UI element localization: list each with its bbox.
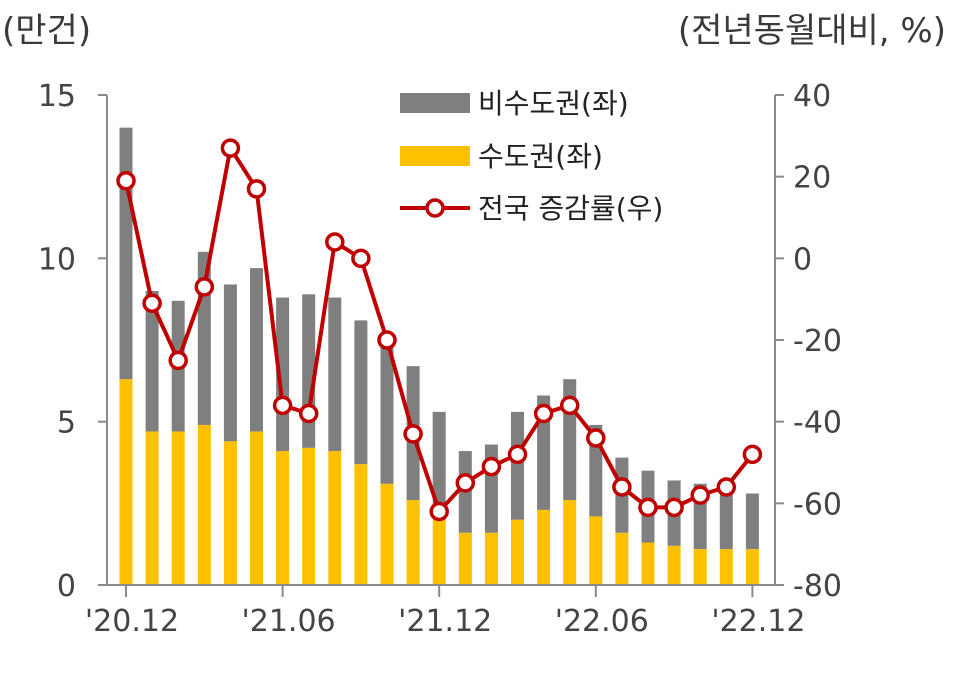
point-national-rate-22.03 (507, 444, 528, 465)
right-tick-label-40: 40 (793, 79, 831, 114)
point-national-rate-22.06 (586, 428, 606, 448)
x-tick-label-22.12: '22.12 (711, 604, 805, 639)
legend-label-non-capital: 비수도권(좌) (478, 87, 629, 120)
left-tick-label-5: 5 (57, 406, 76, 441)
point-national-rate-21.04 (220, 138, 241, 158)
x-tick-label-22.06: '22.06 (555, 604, 649, 639)
bar-capital-22.05 (563, 500, 577, 585)
bar-non-capital-20.12 (119, 127, 133, 380)
bar-capital-21.05 (250, 431, 263, 585)
bar-capital-20.12 (119, 379, 133, 585)
point-national-rate-21.07 (298, 403, 319, 424)
point-national-rate-21.01 (142, 293, 162, 313)
bar-capital-21.06 (276, 451, 290, 585)
point-national-rate-22.02 (481, 456, 502, 477)
point-national-rate-21.02 (168, 350, 188, 371)
right-tick-label-0: 0 (793, 242, 812, 277)
bar-non-capital-21.04 (223, 284, 237, 442)
point-national-rate-21.09 (351, 248, 371, 269)
point-national-rate-21.11 (403, 424, 423, 444)
bar-non-capital-21.08 (328, 297, 342, 452)
bar-capital-22.07 (615, 532, 629, 585)
left-tick-label-10: 10 (38, 242, 76, 277)
x-tick-label-20.12: '20.12 (85, 604, 179, 639)
x-tick-label-21.12: '21.12 (398, 604, 492, 639)
right-tick-label--20: -20 (793, 324, 842, 359)
legend-swatch-capital (400, 146, 470, 166)
bar-non-capital-22.04 (537, 395, 551, 510)
point-national-rate-22.12 (742, 444, 763, 465)
bar-non-capital-21.05 (250, 268, 263, 432)
bar-capital-21.03 (197, 424, 211, 585)
bar-capital-22.04 (537, 509, 551, 585)
legend-swatch-non-capital (400, 93, 470, 113)
point-national-rate-21.06 (272, 395, 293, 416)
point-national-rate-22.10 (690, 485, 710, 505)
right-tick-label--40: -40 (793, 406, 842, 441)
bar-non-capital-22.03 (511, 411, 524, 520)
line-layer (116, 138, 763, 522)
bar-non-capital-21.12 (432, 411, 446, 520)
right-tick-label--80: -80 (793, 569, 842, 604)
bar-non-capital-22.11 (719, 490, 733, 550)
bar-capital-22.06 (589, 516, 603, 585)
bar-capital-22.01 (458, 532, 472, 585)
point-national-rate-22.08 (638, 497, 658, 518)
bar-capital-21.08 (328, 451, 342, 585)
bar-non-capital-21.09 (354, 320, 368, 465)
bar-capital-21.12 (432, 519, 446, 585)
bar-capital-21.10 (380, 483, 394, 585)
left-tick-label-15: 15 (38, 79, 76, 114)
bar-capital-22.03 (511, 519, 524, 585)
legend-label-national: 전국 증감률(우) (478, 192, 663, 225)
point-national-rate-21.12 (429, 501, 449, 522)
bar-non-capital-21.01 (145, 291, 159, 432)
bar-capital-21.04 (223, 441, 237, 585)
point-national-rate-21.03 (194, 277, 215, 297)
left-tick-label-0: 0 (57, 569, 76, 604)
point-national-rate-22.07 (612, 477, 632, 497)
point-national-rate-21.05 (246, 179, 267, 199)
point-national-rate-22.04 (533, 403, 554, 424)
point-national-rate-21.08 (325, 232, 345, 252)
left-axis-unit: (만건) (2, 11, 91, 51)
bar-capital-21.01 (145, 431, 159, 585)
point-national-rate-22.05 (559, 395, 580, 416)
point-national-rate-22.09 (664, 497, 684, 518)
legend-marker-national (425, 198, 445, 218)
bar-capital-22.11 (719, 549, 733, 585)
right-axis-unit: (전년동월대비, %) (678, 11, 946, 51)
x-tick-label-21.06: '21.06 (242, 604, 336, 639)
bar-capital-22.09 (667, 545, 681, 585)
bar-capital-21.09 (354, 464, 368, 585)
bar-capital-21.02 (171, 431, 185, 585)
bar-non-capital-21.10 (380, 340, 394, 484)
bar-capital-22.10 (693, 549, 707, 585)
bar-capital-22.08 (641, 542, 655, 585)
right-tick-label--60: -60 (793, 487, 842, 522)
bar-capital-21.07 (302, 447, 316, 585)
bar-capital-22.12 (745, 549, 759, 585)
point-national-rate-22.01 (455, 473, 476, 493)
legend: 비수도권(좌) 수도권(좌) 전국 증감률(우) (400, 87, 663, 225)
bar-non-capital-22.12 (745, 493, 759, 550)
right-tick-label-20: 20 (793, 161, 831, 196)
point-national-rate-22.11 (716, 477, 737, 497)
bar-capital-22.02 (484, 532, 498, 585)
bar-capital-21.11 (406, 500, 420, 585)
legend-label-capital: 수도권(좌) (478, 140, 603, 173)
point-national-rate-21.10 (377, 330, 397, 350)
point-national-rate-20.12 (116, 171, 136, 191)
axes-layer: 0 5 10 15 -80 -60 -40 -20 0 20 40 '20.12 '21.06 '21.1… (38, 79, 842, 639)
